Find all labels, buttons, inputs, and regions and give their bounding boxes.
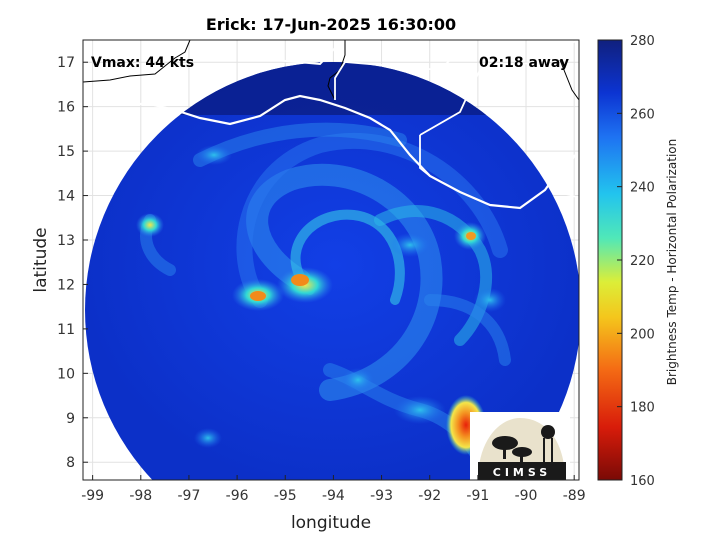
colorbar-tick-label: 160	[630, 474, 655, 489]
colorbar-tick-label: 260	[630, 107, 655, 122]
colorbar-tick-label: 200	[630, 327, 655, 342]
x-tick-label: -92	[418, 488, 441, 504]
away-label: 02:18 away	[479, 55, 569, 71]
y-tick-label: 11	[57, 322, 75, 338]
y-tick-label: 9	[66, 411, 75, 427]
colorbar-tick-label: 220	[630, 254, 655, 269]
y-axis-label: latitude	[31, 227, 51, 292]
y-tick-label: 10	[57, 366, 75, 382]
coastline	[83, 40, 579, 210]
x-tick-label: -95	[274, 488, 297, 504]
y-axis-ticks: 8 9 10 11 12 13 14 15 16 17	[57, 55, 88, 471]
y-tick-label: 15	[57, 144, 75, 160]
y-tick-label: 8	[66, 455, 75, 471]
x-tick-label: -98	[129, 488, 152, 504]
cimss-logo: CIMSS	[470, 412, 570, 480]
colorbar-label: Brightness Temp - Horizontal Polarizatio…	[665, 139, 679, 386]
x-tick-label: -90	[515, 488, 538, 504]
colorbar-ticks: 160 180 200 220 240 260 280	[617, 34, 655, 489]
logo-text: CIMSS	[493, 466, 551, 479]
colorbar-tick-label: 180	[630, 401, 655, 416]
x-tick-label: -96	[226, 488, 249, 504]
x-tick-label: -89	[563, 488, 586, 504]
x-tick-label: -91	[466, 488, 489, 504]
x-tick-label: -94	[322, 488, 345, 504]
colorbar-tick-label: 240	[630, 181, 655, 196]
y-tick-label: 16	[57, 100, 75, 116]
y-tick-label: 12	[57, 277, 75, 293]
y-tick-label: 17	[57, 55, 75, 71]
colorbar: 160 180 200 220 240 260 280 Brightness Temp - …	[597, 34, 679, 489]
x-tick-label: -97	[178, 488, 201, 504]
x-tick-label: -99	[81, 488, 104, 504]
y-tick-label: 13	[57, 233, 75, 249]
vmax-label: Vmax: 44 kts	[91, 55, 194, 71]
x-tick-label: -93	[370, 488, 393, 504]
chart-title: Erick: 17-Jun-2025 16:30:00	[206, 15, 456, 34]
x-axis-ticks: -99 -98 -97 -96 -95 -94 -93 -92 -91 -90 -89	[81, 475, 586, 504]
x-axis-label: longitude	[291, 513, 371, 533]
y-tick-label: 14	[57, 189, 75, 205]
colorbar-tick-label: 280	[630, 34, 655, 49]
